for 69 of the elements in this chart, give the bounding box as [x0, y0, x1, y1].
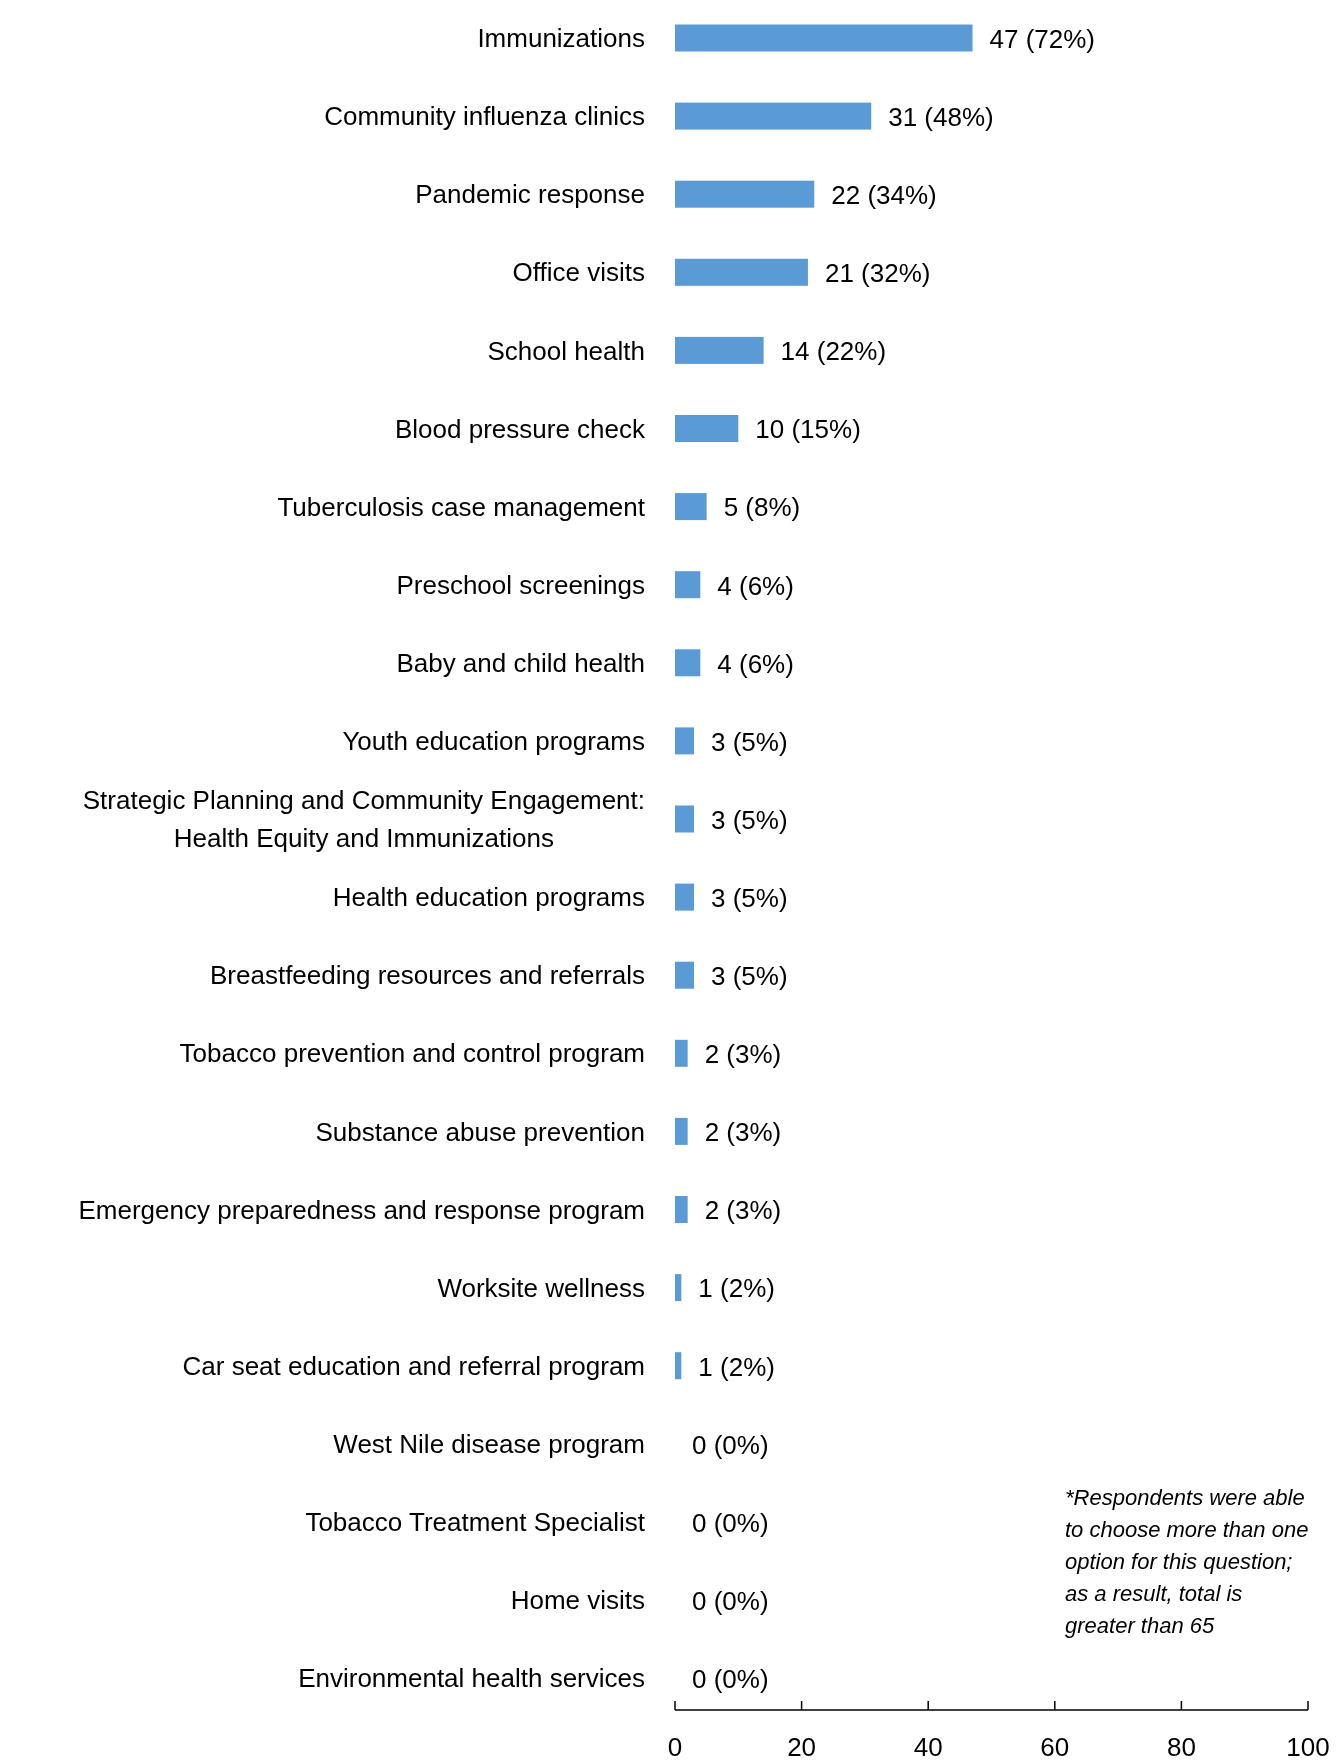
bar: [675, 649, 701, 677]
x-tick-label: 60: [1040, 1732, 1070, 1762]
x-tick-label: 20: [787, 1732, 817, 1762]
y-tick-label: School health: [487, 335, 645, 366]
data-label: 3 (5%): [710, 804, 788, 835]
data-label: 2 (3%): [704, 1195, 782, 1226]
bar: [675, 883, 694, 911]
y-tick-label: Home visits: [510, 1585, 645, 1616]
x-tick-label: 100: [1286, 1732, 1330, 1762]
data-label: 47 (72%): [989, 23, 1096, 54]
bar: [675, 24, 973, 52]
annotation: *Respondents were able to choose more than one option for this question; as a result, total is greater than 65: [1065, 1485, 1309, 1638]
y-tick-label: Emergency preparedness and response program: [78, 1194, 645, 1225]
data-label: 0 (0%): [692, 1507, 769, 1538]
data-label: 0 (0%): [692, 1663, 769, 1694]
data-label: 21 (32%): [824, 258, 931, 289]
data-label: 3 (5%): [710, 726, 788, 757]
bar: [675, 1196, 688, 1223]
y-tick-label: Tuberculosis case management: [277, 491, 646, 522]
bar: [675, 493, 707, 521]
y-tick-label: Office visits: [512, 257, 645, 288]
y-tick-label: Worksite wellness: [437, 1272, 645, 1303]
y-tick-label: Community influenza clinics: [324, 101, 645, 132]
y-tick-label: Car seat education and referral program: [182, 1350, 645, 1381]
data-label: 2 (3%): [704, 1117, 782, 1148]
y-tick-label: Preschool screenings: [396, 569, 645, 600]
bar: [675, 336, 764, 364]
data-label: 1 (2%): [698, 1273, 775, 1304]
y-tick-label: Tobacco prevention and control program: [179, 1038, 645, 1069]
bar: [675, 180, 815, 208]
data-label: 22 (34%): [831, 180, 937, 211]
y-tick-label: Environmental health services: [298, 1663, 645, 1694]
y-tick-label: Blood pressure check: [394, 413, 646, 444]
data-label: 3 (5%): [710, 882, 788, 913]
data-label: 0 (0%): [692, 1585, 769, 1616]
x-tick-label: 80: [1166, 1732, 1196, 1762]
data-label: 0 (0%): [692, 1429, 769, 1460]
y-tick-label: Tobacco Treatment Specialist: [305, 1507, 646, 1537]
y-tick-label: Strategic Planning and Community Engagement: Health Equity and Immunizations: [82, 785, 645, 853]
data-label: 14 (22%): [780, 336, 887, 367]
x-tick-label: 40: [913, 1732, 943, 1762]
y-tick-label: West Nile disease program: [333, 1428, 645, 1459]
bar: [675, 1039, 688, 1067]
bar: [675, 1117, 688, 1145]
bar: [675, 1352, 682, 1380]
y-tick-label: Breastfeeding resources and referrals: [209, 960, 645, 991]
data-label: 2 (3%): [704, 1039, 782, 1070]
bar: [675, 1274, 682, 1302]
x-tick-label: 0: [667, 1732, 683, 1762]
bar: [675, 415, 739, 442]
bar: [675, 727, 694, 755]
y-tick-label: Health education programs: [332, 882, 645, 913]
y-tick-label: Pandemic response: [415, 179, 645, 210]
y-tick-label: Substance abuse prevention: [315, 1116, 645, 1147]
data-label: 4 (6%): [717, 648, 794, 679]
bar: [675, 102, 872, 130]
data-label: 10 (15%): [755, 414, 861, 445]
y-tick-label: Baby and child health: [396, 647, 645, 678]
bar: [675, 805, 694, 833]
data-label: 3 (5%): [710, 961, 788, 992]
data-label: 5 (8%): [723, 492, 801, 523]
y-tick-label: Immunizations: [477, 23, 645, 54]
bar: [675, 258, 808, 286]
data-label: 31 (48%): [888, 101, 994, 132]
bar: [675, 961, 694, 989]
data-label: 4 (6%): [717, 570, 794, 601]
data-label: 1 (2%): [698, 1351, 775, 1382]
bar: [675, 571, 701, 599]
y-tick-label: Youth education programs: [342, 726, 645, 756]
